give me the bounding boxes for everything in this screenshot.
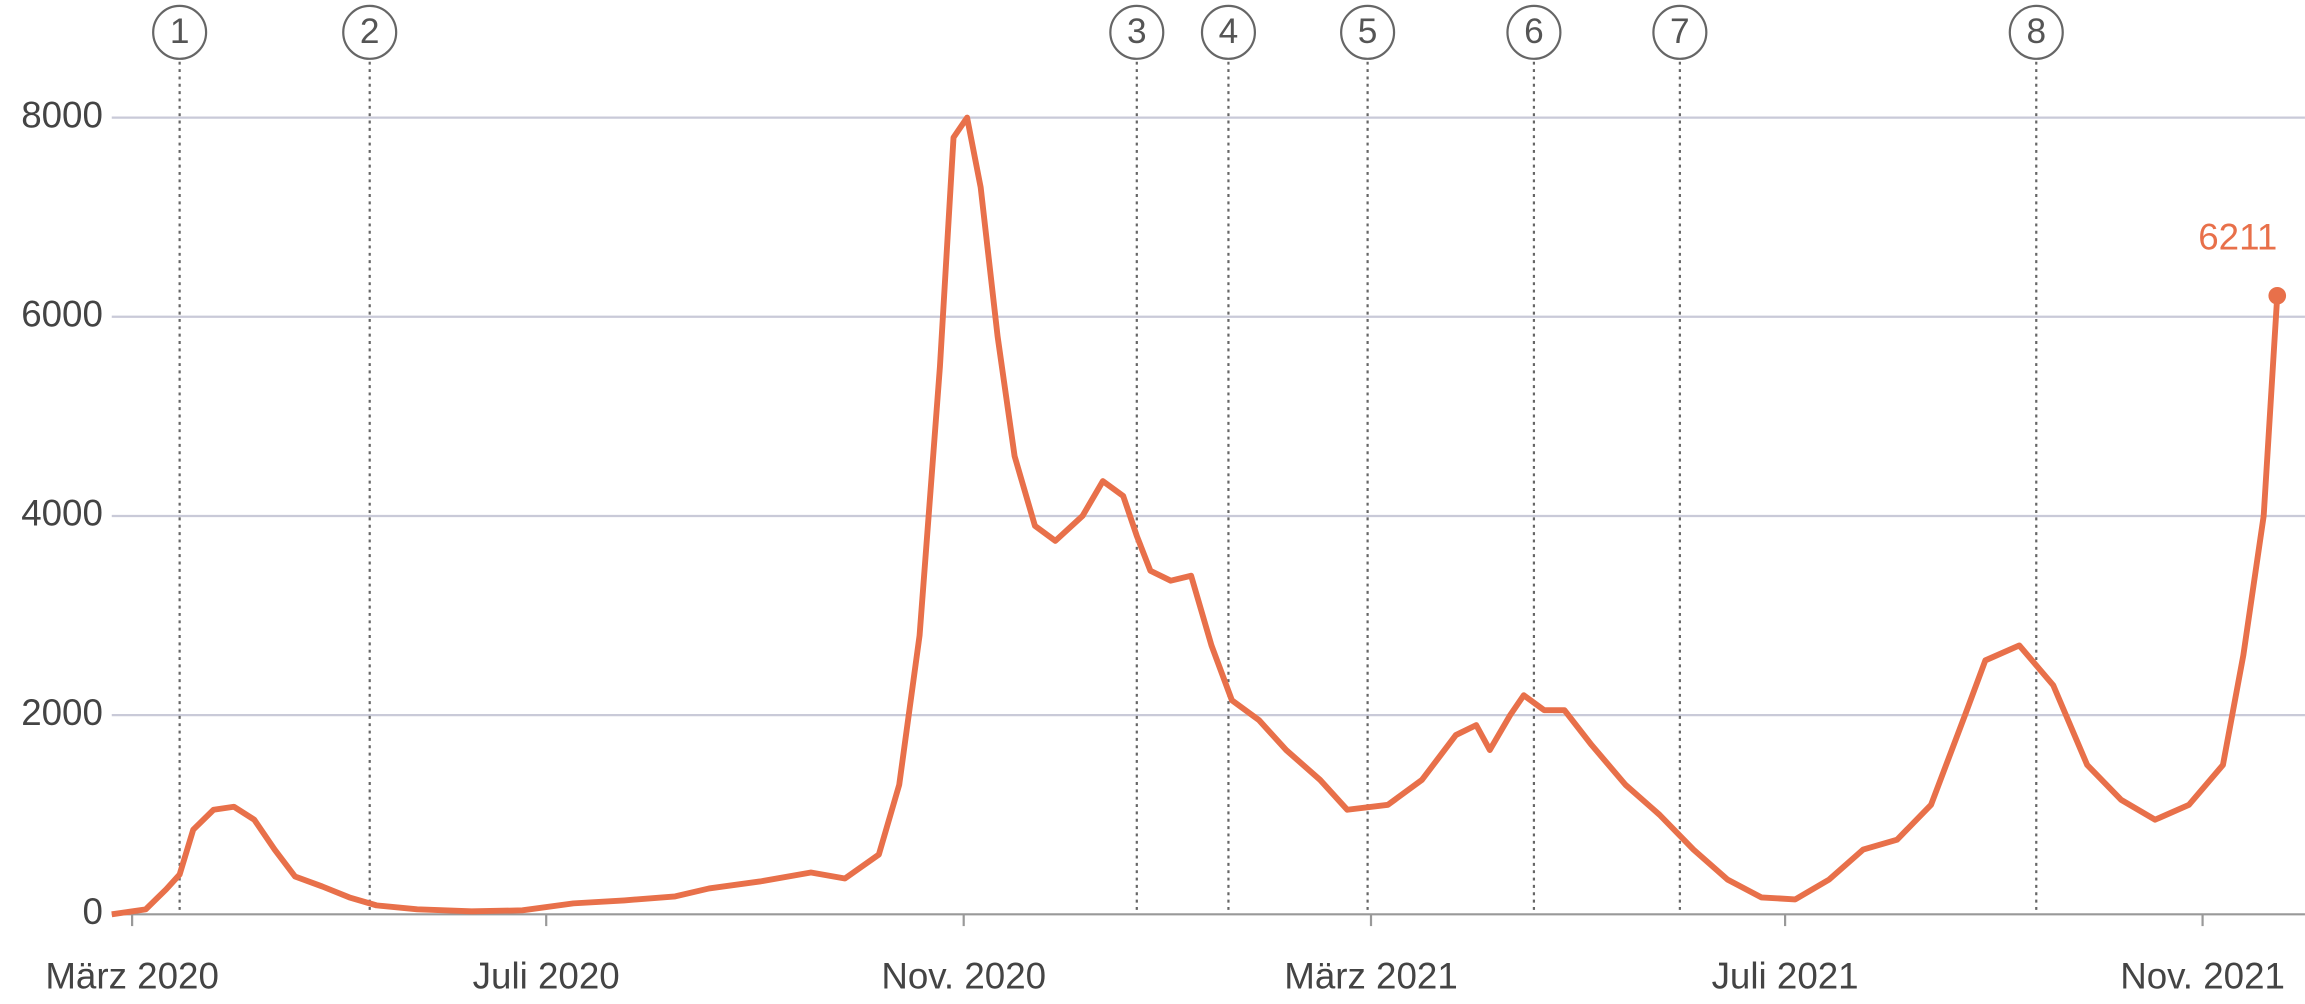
event-label: 7: [1670, 12, 1690, 51]
event-label: 8: [2026, 12, 2046, 51]
event-marker: [1340, 4, 1396, 60]
event-marker: [2008, 4, 2064, 60]
event-label: 4: [1219, 12, 1239, 51]
y-tick-label: 6000: [21, 293, 103, 334]
x-tick-label: Juli 2020: [473, 956, 620, 997]
event-marker: [342, 4, 398, 60]
event-marker: [1109, 4, 1165, 60]
y-tick-label: 2000: [21, 692, 103, 733]
x-tick-label: Juli 2021: [1712, 956, 1859, 997]
event-label: 3: [1127, 12, 1147, 51]
x-tick-label: März 2020: [45, 956, 219, 997]
event-label: 2: [360, 12, 380, 51]
end-label: 6211: [2198, 217, 2277, 258]
y-tick-label: 8000: [21, 94, 103, 135]
x-tick-label: März 2021: [1284, 956, 1458, 997]
event-marker: [1506, 4, 1562, 60]
event-marker: [152, 4, 208, 60]
event-label: 1: [170, 12, 190, 51]
event-marker: [1200, 4, 1257, 60]
y-tick-label: 4000: [21, 493, 103, 534]
event-label: 6: [1524, 12, 1544, 51]
event-marker: [1652, 4, 1708, 60]
x-tick-label: Nov. 2020: [881, 956, 1046, 997]
y-tick-label: 0: [82, 891, 102, 932]
x-tick-label: Nov. 2021: [2120, 956, 2285, 997]
event-label: 5: [1358, 12, 1378, 51]
line: [111, 114, 2281, 918]
end-point: [2268, 286, 2287, 305]
